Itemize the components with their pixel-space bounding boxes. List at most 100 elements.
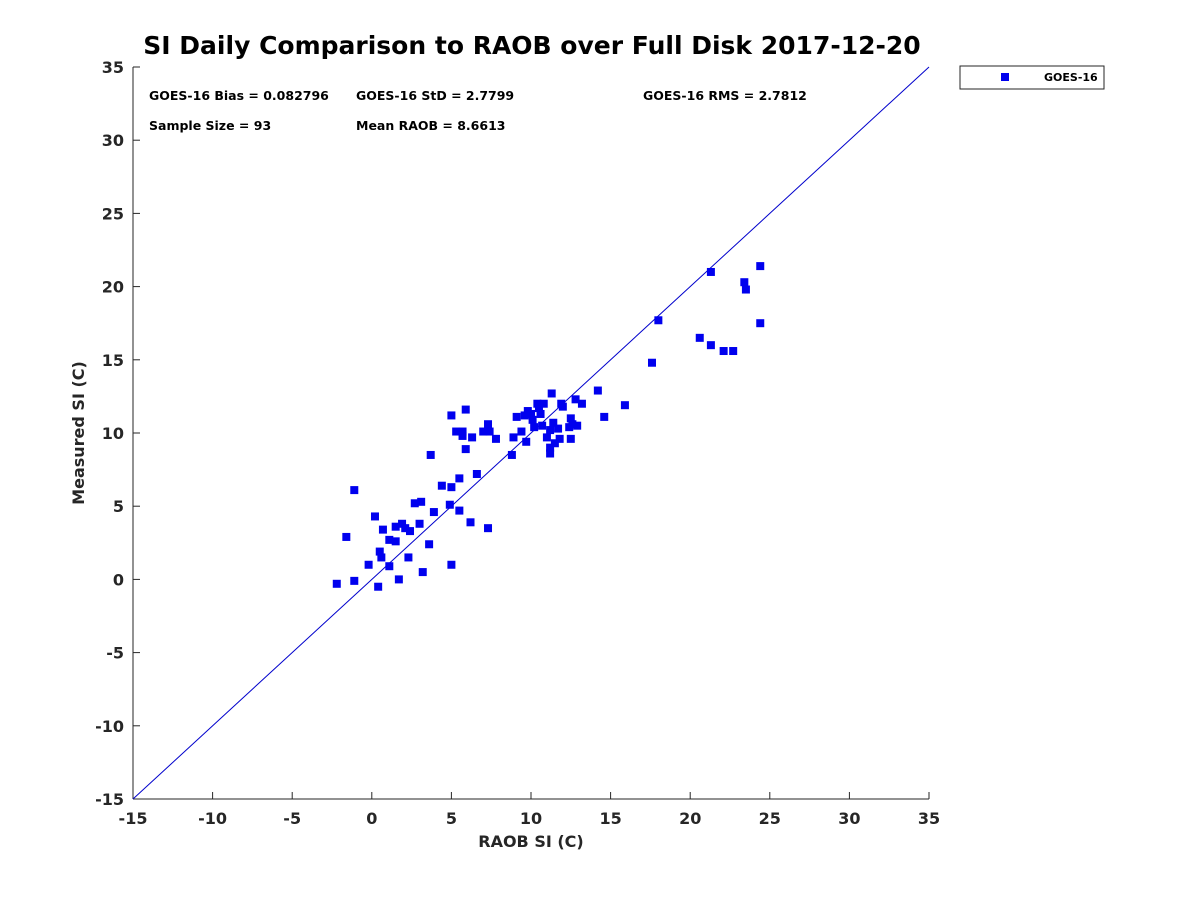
x-axis-label: RAOB SI (C) [478,832,583,851]
data-point [527,409,535,418]
y-tick-label: 10 [102,424,124,443]
data-point [394,575,403,584]
legend: GOES-16 [959,65,1105,90]
y-tick-label: 30 [102,131,124,150]
data-point [484,420,493,429]
data-point [549,418,558,427]
data-point [555,434,564,443]
y-tick-label: 25 [102,204,124,223]
data-points [332,262,765,591]
data-point [447,411,456,420]
x-tick-label: 0 [366,809,377,828]
y-tick-label: -15 [95,790,124,809]
data-point [546,449,555,458]
legend-marker [1001,73,1009,81]
data-point [479,427,488,436]
data-point [458,431,467,440]
data-point [528,415,537,424]
data-point [374,582,383,591]
data-point [546,443,555,452]
data-point [415,519,424,528]
data-point [512,412,521,421]
data-point [729,347,738,356]
data-point [418,568,427,577]
y-tick-label: 15 [102,351,124,370]
data-point [472,469,481,478]
data-point [485,427,494,436]
mean-raob-annotation: Mean RAOB = 8.6613 [356,118,505,133]
x-tick-label: 10 [520,809,542,828]
x-tick-label: -5 [283,809,301,828]
data-point [350,576,359,585]
data-point [437,481,446,490]
data-point [593,386,602,395]
data-point [429,508,438,517]
data-point [378,525,387,534]
data-point [455,474,464,483]
data-point [566,434,575,443]
data-point [377,553,386,562]
data-point [550,439,559,448]
stats-annotations: GOES-16 Bias = 0.082796 GOES-16 StD = 2.… [149,88,807,133]
data-point [447,560,456,569]
data-point [375,547,384,556]
data-point [417,497,426,506]
data-point [398,519,407,528]
data-point [509,433,518,442]
data-point [391,537,400,546]
data-point [445,500,454,509]
data-point [466,518,475,527]
data-point [455,506,464,515]
data-point [426,450,435,459]
data-point [654,316,663,325]
data-point [719,347,728,356]
x-tick-label: 35 [918,809,940,828]
data-point [571,395,580,404]
data-point [695,333,704,342]
data-point [370,512,379,521]
data-point [522,437,531,446]
y-axis-label: Measured SI (C) [69,361,88,505]
legend-box [959,65,1105,90]
data-point [706,267,715,276]
x-tick-label: -15 [119,809,148,828]
bias-annotation: GOES-16 Bias = 0.082796 [149,88,329,103]
data-point [520,411,529,420]
data-point [404,553,413,562]
y-tick-label: -10 [95,717,124,736]
data-point [350,486,359,495]
data-point [741,285,750,294]
data-point [706,341,715,350]
data-point [461,405,470,414]
data-point [425,540,434,549]
y-tick-label: -5 [106,644,124,663]
y-tick-label: 20 [102,278,124,297]
data-point [539,399,548,408]
x-tick-label: 5 [446,809,457,828]
data-point [620,401,629,410]
x-tick-label: 25 [759,809,781,828]
data-point [533,399,542,408]
data-point [568,420,577,429]
data-point [740,278,749,287]
data-point [447,483,456,492]
data-point [364,560,373,569]
legend-label: GOES-16 [1044,71,1098,84]
data-point [458,427,467,436]
data-point [410,499,419,508]
data-point [756,319,765,328]
data-point [332,579,341,588]
data-point [566,414,575,423]
one-to-one-line [132,66,930,800]
x-tick-label: 30 [838,809,860,828]
data-point [401,524,410,533]
data-point [530,423,539,432]
data-point [600,412,609,421]
y-tick-label: 0 [113,570,124,589]
data-point [538,421,547,430]
y-tick-label: 5 [113,497,124,516]
data-point [573,421,582,430]
data-point [756,262,765,271]
data-point [536,409,545,418]
